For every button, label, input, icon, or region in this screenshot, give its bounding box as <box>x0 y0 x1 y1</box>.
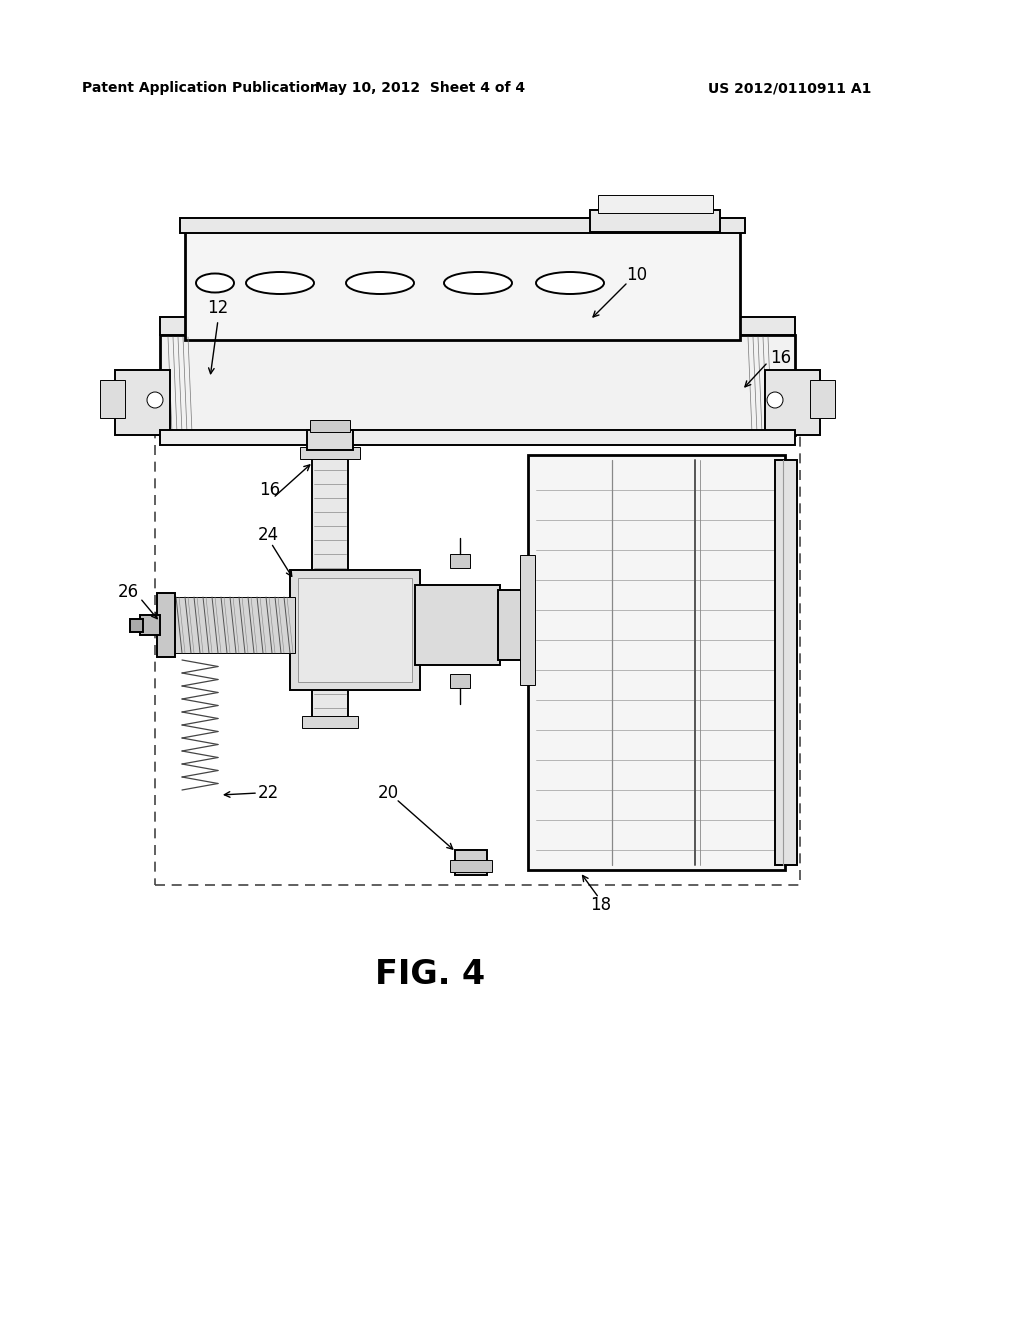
Bar <box>298 578 412 682</box>
Circle shape <box>767 392 783 408</box>
Bar <box>290 570 420 690</box>
Bar <box>100 380 125 418</box>
Bar <box>140 615 160 635</box>
Text: 16: 16 <box>259 480 281 499</box>
Text: 12: 12 <box>208 300 228 317</box>
Bar <box>160 430 795 445</box>
Bar <box>450 675 470 688</box>
Bar <box>450 861 492 873</box>
Text: 26: 26 <box>118 583 138 601</box>
Bar <box>312 455 348 719</box>
Bar <box>528 455 785 870</box>
Ellipse shape <box>536 272 604 294</box>
Bar <box>765 370 820 436</box>
Bar <box>115 370 170 436</box>
Ellipse shape <box>246 272 314 294</box>
Bar <box>598 195 713 213</box>
Bar <box>155 436 800 884</box>
Ellipse shape <box>444 272 512 294</box>
Text: FIG. 4: FIG. 4 <box>375 958 485 991</box>
Bar <box>810 380 835 418</box>
Text: 16: 16 <box>770 348 792 367</box>
Bar <box>300 447 360 459</box>
Bar <box>160 335 795 436</box>
Ellipse shape <box>196 273 234 293</box>
Bar <box>450 554 470 568</box>
Text: May 10, 2012  Sheet 4 of 4: May 10, 2012 Sheet 4 of 4 <box>315 81 525 95</box>
Text: Patent Application Publication: Patent Application Publication <box>82 81 319 95</box>
Bar <box>455 850 487 875</box>
Bar <box>157 593 175 657</box>
Text: 18: 18 <box>591 896 611 913</box>
Bar <box>307 430 353 450</box>
Bar <box>180 218 745 234</box>
Bar <box>590 210 720 232</box>
Bar <box>520 554 535 685</box>
Circle shape <box>147 392 163 408</box>
Text: US 2012/0110911 A1: US 2012/0110911 A1 <box>709 81 871 95</box>
Bar <box>185 230 740 341</box>
Text: 22: 22 <box>257 784 279 803</box>
Text: 24: 24 <box>257 525 279 544</box>
Text: 10: 10 <box>627 267 647 284</box>
Bar <box>310 420 350 432</box>
Bar <box>775 459 797 865</box>
Ellipse shape <box>346 272 414 294</box>
Bar <box>172 597 295 653</box>
Bar <box>160 317 795 335</box>
Bar <box>498 590 528 660</box>
Bar <box>302 715 358 729</box>
Text: 20: 20 <box>378 784 398 803</box>
Bar <box>130 619 143 632</box>
Bar <box>415 585 500 665</box>
